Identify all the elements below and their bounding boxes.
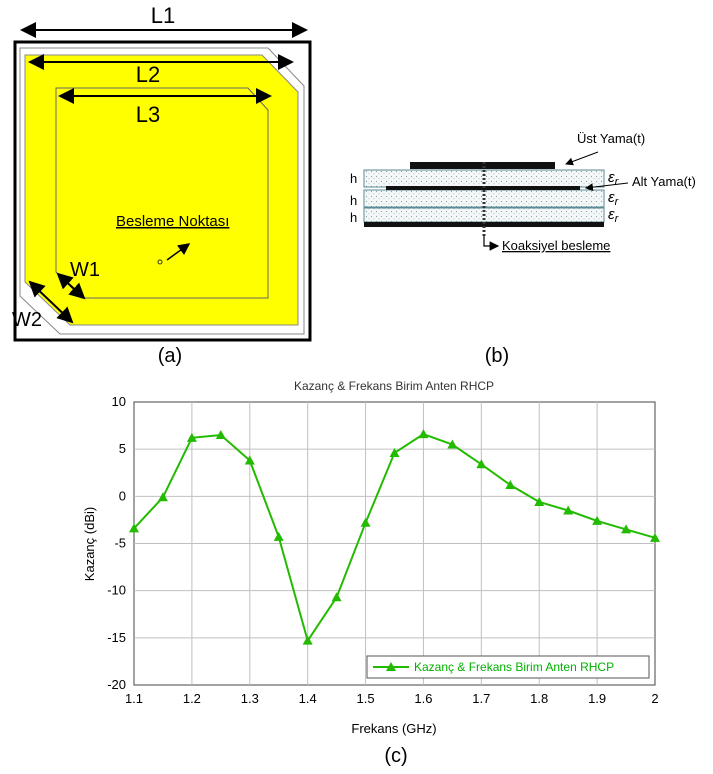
x-tick-label: 1.8: [530, 691, 548, 706]
caption-b: (b): [485, 345, 509, 367]
top-patch-label: Üst Yama(t): [577, 131, 645, 146]
data-point: [389, 447, 400, 457]
caption-c: (c): [384, 745, 407, 767]
feed-point-label: Besleme Noktası: [116, 213, 229, 230]
data-point: [331, 592, 342, 602]
x-tick-label: 2: [651, 691, 658, 706]
W1-label: W1: [70, 259, 100, 281]
y-tick-label: -5: [114, 536, 126, 551]
legend: Kazanç & Frekans Birim Anten RHCP: [366, 655, 650, 679]
x-tick-label: 1.2: [183, 691, 201, 706]
ground-outline: [13, 40, 312, 342]
h-label-2: h: [350, 193, 357, 208]
h-label-3: h: [350, 210, 357, 225]
data-point: [592, 515, 603, 525]
data-point: [418, 429, 429, 439]
L1-label: L1: [151, 3, 175, 28]
coax-feed-label: Koaksiyel besleme: [502, 238, 610, 253]
y-axis-label: Kazanç (dBi): [82, 507, 97, 581]
top-patch-pointer: [565, 151, 599, 166]
ground-metal: [364, 222, 604, 227]
ground-inner-outline: [19, 47, 305, 335]
caption-a: (a): [158, 345, 182, 367]
y-tick-label: 10: [112, 394, 126, 409]
coax-feed-arrow: [483, 236, 500, 251]
x-tick-label: 1.5: [357, 691, 375, 706]
feed-point-marker: [157, 259, 163, 265]
data-point: [302, 635, 313, 645]
L2-label: L2: [136, 62, 160, 87]
gain-chart: Kazanç & Frekans Birim Anten RHCP 1.1 1.2…: [82, 379, 660, 767]
h-label-1: h: [350, 171, 357, 186]
W2-label: W2: [12, 309, 42, 331]
y-tick-label: 0: [119, 488, 126, 503]
data-point: [244, 455, 255, 465]
epsilon-label-3: εr: [608, 206, 620, 225]
data-point: [650, 532, 660, 542]
data-point: [447, 439, 458, 449]
W2-dimension-arrow: [28, 280, 74, 324]
x-tick-label: 1.6: [414, 691, 432, 706]
legend-label: Kazanç & Frekans Birim Anten RHCP: [414, 660, 614, 674]
series-layer: [129, 429, 660, 645]
bottom-patch-label: Alt Yama(t): [632, 174, 696, 189]
legend-box: [366, 655, 650, 679]
data-point: [186, 432, 197, 442]
data-point: [505, 480, 516, 490]
x-tick-label: 1.3: [241, 691, 259, 706]
x-axis-label: Frekans (GHz): [351, 721, 436, 736]
legend-marker: [386, 662, 396, 671]
y-tick-label: 5: [119, 441, 126, 456]
data-point: [534, 496, 545, 506]
cross-section: Üst Yama(t) Alt Yama(t) h h h εr εr εr K…: [350, 131, 696, 367]
data-point: [215, 430, 226, 440]
y-tick-label: -15: [107, 630, 126, 645]
x-tick-label: 1.7: [472, 691, 490, 706]
x-axis-ticks: 1.1 1.2 1.3 1.4 1.5 1.6 1.7 1.8 1.9 2: [125, 691, 659, 706]
L3-label: L3: [136, 102, 160, 127]
epsilon-label-2: εr: [608, 189, 620, 208]
data-point: [563, 505, 574, 515]
bottom-patch-pointer: [585, 182, 629, 192]
x-tick-label: 1.4: [299, 691, 317, 706]
x-tick-label: 1.1: [125, 691, 143, 706]
top-patch-metal: [410, 162, 555, 169]
chart-title: Kazanç & Frekans Birim Anten RHCP: [294, 379, 494, 393]
epsilon-label-1: εr: [608, 169, 620, 188]
y-tick-label: -10: [107, 583, 126, 598]
y-axis-ticks: 10 5 0 -5 -10 -15 -20: [107, 394, 126, 692]
y-tick-label: -20: [107, 677, 126, 692]
data-point: [129, 523, 139, 533]
data-point: [360, 517, 371, 527]
data-point: [157, 492, 168, 502]
data-point: [621, 524, 632, 534]
feed-point-arrow: [166, 243, 191, 261]
data-point: [476, 459, 487, 469]
antenna-top-view: L1 L2 L3 Besleme Noktası W1 W2 (a): [12, 3, 312, 367]
x-tick-label: 1.9: [588, 691, 606, 706]
grid: [134, 402, 655, 685]
data-point: [273, 531, 284, 541]
